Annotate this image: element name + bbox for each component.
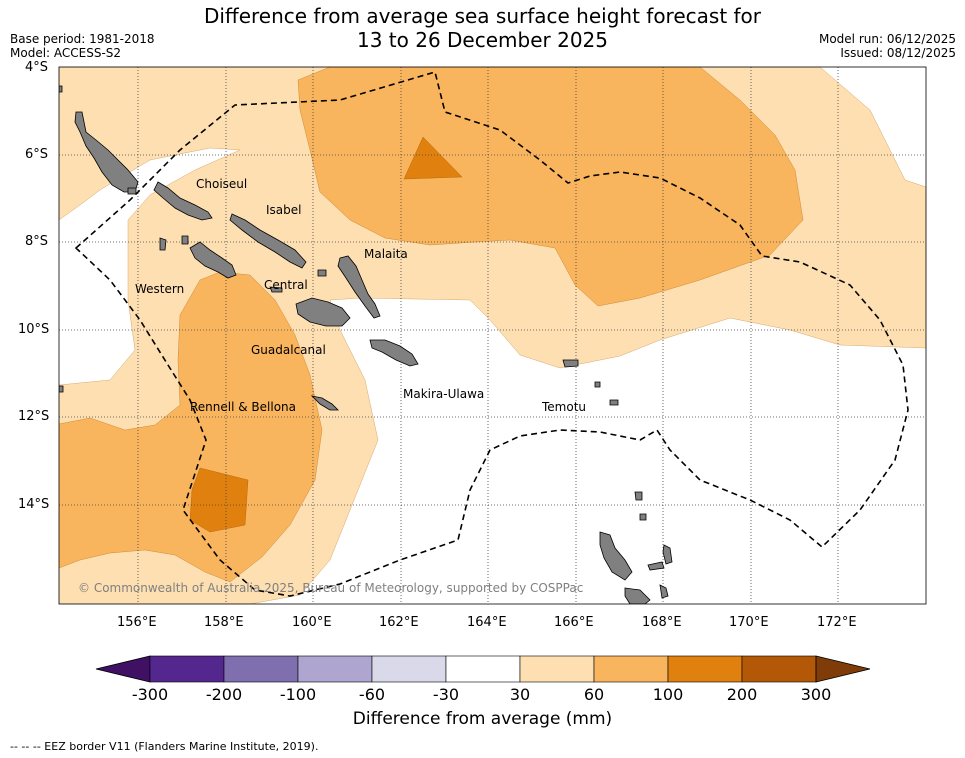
colorbar-label-9: 300	[800, 685, 832, 704]
colorbar	[95, 655, 871, 683]
model-run: Model run: 06/12/2025	[818, 32, 956, 46]
lon-tick-162e: 162°E	[379, 615, 419, 630]
nggela-island	[269, 286, 283, 293]
label-choiseul: Choiseul	[196, 177, 248, 191]
lat-tick-6s: 6°S	[25, 147, 49, 162]
lon-tick-160e: 160°E	[292, 615, 332, 630]
lat-tick-12s: 12°S	[18, 409, 50, 424]
copyright-notice: © Commonwealth of Australia 2025, Bureau…	[78, 581, 584, 595]
colorbar-label-5: 30	[509, 685, 531, 704]
title-line-2: 13 to 26 December 2025	[356, 28, 608, 52]
ranongga-islet	[181, 235, 189, 245]
colorbar-segment	[445, 655, 521, 683]
land-masses	[59, 85, 673, 604]
anomaly-band-100-200	[189, 136, 463, 533]
label-central: Central	[264, 278, 308, 292]
colorbar-segment	[371, 655, 447, 683]
choiseul-island	[153, 181, 213, 221]
label-temotu: Temotu	[542, 400, 587, 414]
pentecost-island	[662, 544, 673, 565]
colorbar-label-3: -60	[358, 685, 386, 704]
makira-island	[369, 339, 419, 367]
band-100-200-southwest	[189, 467, 249, 533]
label-isabel: Isabel	[266, 203, 302, 217]
colorbar-segment	[593, 655, 669, 683]
colorbar-title: Difference from average (mm)	[352, 709, 613, 729]
lon-tick-168e: 168°E	[642, 615, 682, 630]
new-georgia-island	[189, 241, 237, 279]
map-frame-content	[59, 67, 926, 604]
maewo-island	[647, 561, 665, 571]
lon-tick-164e: 164°E	[467, 615, 507, 630]
malekula-island	[624, 587, 651, 604]
colorbar-segment	[667, 655, 743, 683]
espiritu-santo-island	[599, 531, 633, 581]
lon-tick-158e: 158°E	[204, 615, 244, 630]
colorbar-segment	[741, 655, 817, 683]
colorbar-label-2: -100	[279, 685, 317, 704]
label-rennell-bellona: Rennell & Bellona	[190, 400, 297, 414]
band-60-100-north	[297, 67, 804, 307]
isabel-island	[229, 213, 307, 269]
edge-islet-south	[59, 385, 64, 393]
colorbar-label-8: 200	[726, 685, 758, 704]
colorbar-segment	[519, 655, 595, 683]
colorbar-label-7: 100	[652, 685, 684, 704]
base-period: Base period: 1981-2018	[10, 32, 155, 46]
malaita-island	[337, 255, 381, 319]
temotu-islet-1	[594, 381, 601, 388]
edge-islet-north	[59, 85, 63, 93]
label-makira-ulawa: Makira-Ulawa	[403, 387, 485, 401]
issued-date: Issued: 08/12/2025	[840, 46, 956, 60]
eez-footnote: -- -- -- EEZ border V11 (Flanders Marine…	[10, 740, 319, 753]
band-60-100-southwest	[59, 271, 323, 583]
lat-tick-8s: 8°S	[25, 234, 49, 249]
lon-tick-156e: 156°E	[117, 615, 157, 630]
solomon-islands-eez	[74, 70, 909, 597]
model-name: Model: ACCESS-S2	[10, 46, 122, 60]
gridlines	[59, 67, 926, 604]
anomaly-band-60-100	[59, 67, 804, 583]
eez-border	[74, 70, 909, 597]
temotu-islet-2	[609, 399, 619, 406]
lon-tick-172e: 172°E	[817, 615, 857, 630]
ambrym-island	[659, 584, 669, 599]
rennell-island	[310, 395, 339, 411]
label-malaita: Malaita	[364, 247, 408, 261]
map-border	[58, 66, 927, 605]
colorbar-segment	[223, 655, 299, 683]
banks-islet	[639, 513, 647, 521]
lat-tick-10s: 10°S	[18, 322, 50, 337]
label-western: Western	[135, 282, 185, 296]
colorbar-label-0: -300	[131, 685, 169, 704]
label-guadalcanal: Guadalcanal	[251, 343, 326, 357]
santa-cruz-island	[562, 359, 579, 368]
colorbar-segment	[297, 655, 373, 683]
guadalcanal-island	[295, 297, 351, 327]
colorbar-label-4: -30	[432, 685, 460, 704]
band-100-200-north	[403, 136, 463, 180]
colorbar-extension-low	[95, 655, 151, 683]
lon-tick-170e: 170°E	[729, 615, 769, 630]
lon-tick-166e: 166°E	[554, 615, 594, 630]
colorbar-segment	[149, 655, 225, 683]
lat-tick-14s: 14°S	[18, 497, 50, 512]
colorbar-extension-high	[815, 655, 871, 683]
vella-lavella-island	[159, 237, 167, 251]
lat-tick-4s: 4°S	[25, 60, 49, 75]
title-line-1: Difference from average sea surface heig…	[203, 4, 762, 28]
torres-islet	[634, 491, 643, 501]
colorbar-label-1: -200	[205, 685, 243, 704]
shortland-islet	[127, 187, 137, 195]
colorbar-label-6: 60	[583, 685, 605, 704]
russell-islet	[317, 269, 327, 277]
